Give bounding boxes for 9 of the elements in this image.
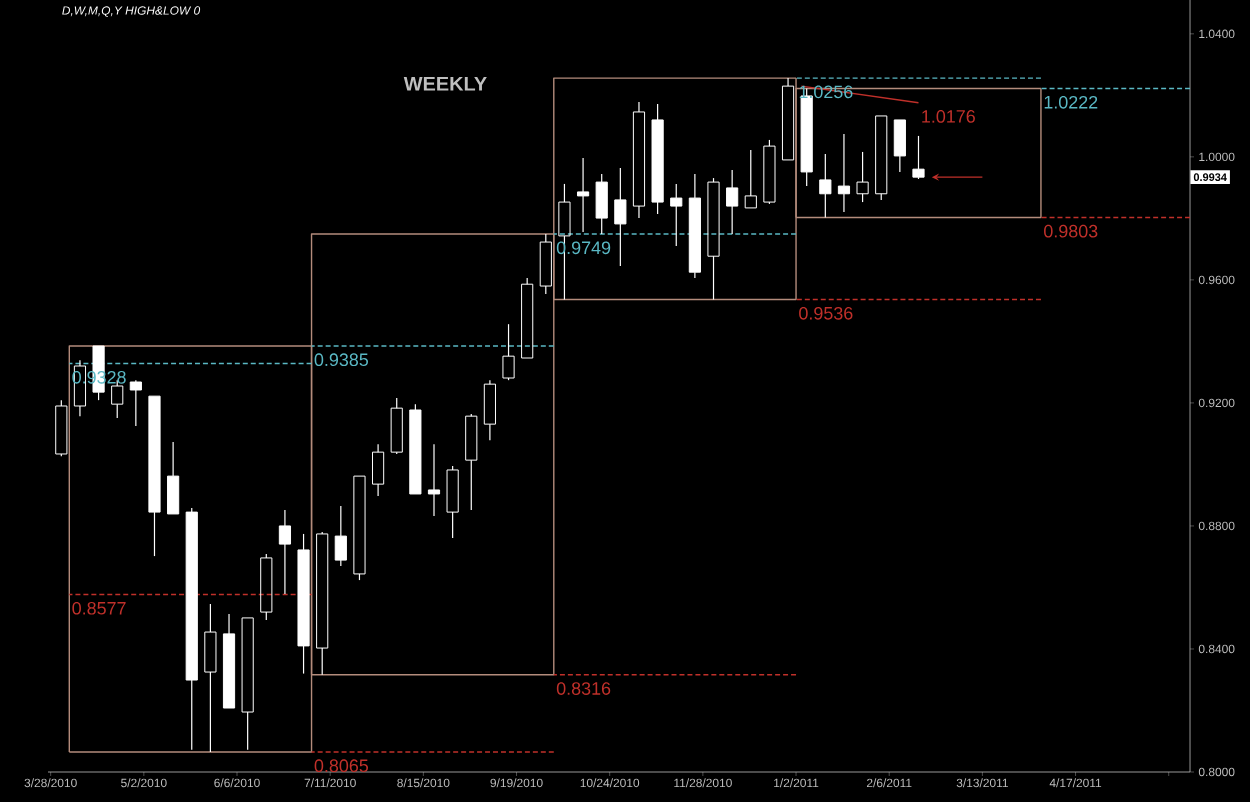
annotation: 0.9803 (1044, 224, 1098, 238)
text: WEEKLY (403, 76, 487, 91)
annotation: 0.9536 (799, 306, 853, 320)
annotation: 0.8316 (556, 682, 611, 695)
annotation: 1.0176 (922, 110, 975, 123)
annotation: 0.8065 (314, 759, 369, 773)
annotation: 0.9385 (314, 353, 369, 367)
annotation: 1.0222 (1044, 95, 1098, 109)
annotation: 0.8577 (72, 601, 126, 615)
